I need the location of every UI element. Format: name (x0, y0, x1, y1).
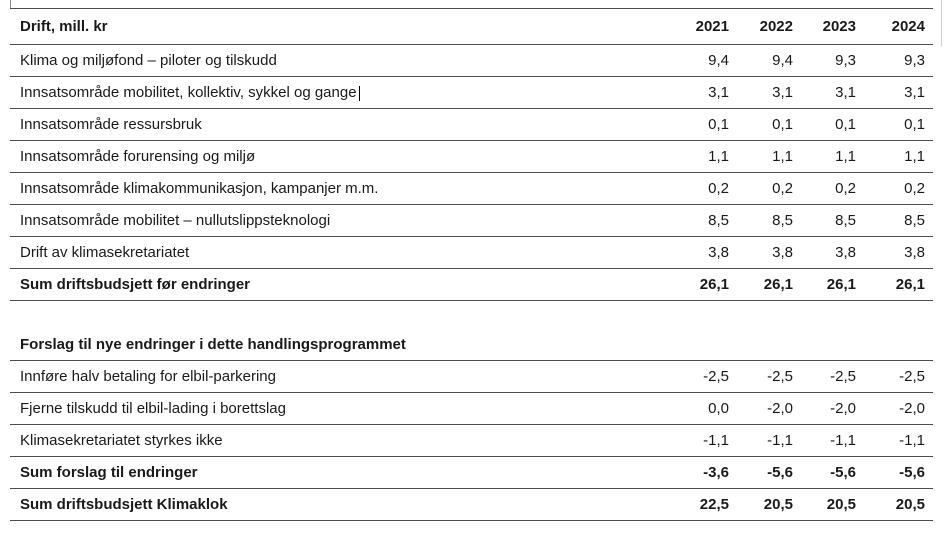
cell-value[interactable]: 8,5 (835, 212, 856, 229)
cell-value[interactable]: 0,1 (708, 116, 729, 133)
cell-value[interactable]: 26,1 (826, 276, 856, 293)
cell-value[interactable]: 1,1 (904, 148, 925, 165)
table-row[interactable]: Innsatsområde mobilitet, kollektiv, sykk… (10, 77, 933, 109)
row-label[interactable]: Innsatsområde klimakommunikasjon, kampan… (20, 180, 379, 197)
table-row[interactable]: Innsatsområde klimakommunikasjon, kampan… (10, 173, 933, 205)
cell-value[interactable]: 1,1 (835, 148, 856, 165)
cell-value[interactable]: 20,5 (826, 496, 856, 513)
row-label[interactable]: Innsatsområde ressursbruk (20, 116, 202, 133)
table-row[interactable]: Innsatsområde forurensing og miljø 1,1 1,1… (10, 141, 933, 173)
cell-value[interactable]: 8,5 (708, 212, 729, 229)
cell-value[interactable]: 3,1 (772, 84, 793, 101)
row-label[interactable]: Innføre halv betaling for elbil-parkerin… (20, 368, 276, 385)
year-column-header-2024[interactable]: 2024 (891, 18, 925, 35)
cell-value[interactable]: -2,5 (767, 368, 793, 385)
cell-value[interactable]: 8,5 (904, 212, 925, 229)
row-label[interactable]: Sum forslag til endringer (20, 464, 198, 481)
cell-value[interactable]: 0,1 (772, 116, 793, 133)
cell-value[interactable]: -2,0 (899, 400, 925, 417)
cell-value[interactable]: -5,6 (899, 464, 925, 481)
cell-value[interactable]: -5,6 (830, 464, 856, 481)
cell-value[interactable]: 9,4 (708, 52, 729, 69)
row-label[interactable]: Innsatsområde mobilitet – nullutslippste… (20, 212, 331, 229)
cell-value[interactable]: 3,1 (904, 84, 925, 101)
table-row[interactable]: Sum forslag til endringer -3,6 -5,6 -5,6 -5,… (10, 457, 933, 489)
table-title[interactable]: Drift, mill. kr (20, 18, 108, 35)
cell-value[interactable]: 9,3 (835, 52, 856, 69)
row-label[interactable]: Klimasekretariatet styrkes ikke (20, 432, 223, 449)
cell-value[interactable]: 26,1 (895, 276, 925, 293)
table-row[interactable]: Sum driftsbudsjett Klimaklok 22,5 20,5 20,5… (10, 489, 933, 521)
cell-value[interactable]: -2,0 (830, 400, 856, 417)
year-column-header-2023[interactable]: 2023 (822, 18, 856, 35)
right-edge-gridline-remnant (941, 0, 942, 46)
table-row[interactable]: Innføre halv betaling for elbil-parkerin… (10, 361, 933, 393)
cell-value[interactable]: 3,8 (835, 244, 856, 261)
cell-value[interactable]: 3,8 (772, 244, 793, 261)
row-label[interactable]: Sum driftsbudsjett Klimaklok (20, 496, 228, 513)
row-label[interactable]: Forslag til nye endringer i dette handli… (20, 336, 406, 353)
cell-value[interactable]: 3,1 (708, 84, 729, 101)
table-row[interactable]: Innsatsområde ressursbruk 0,1 0,1 0,1 0,1 (10, 109, 933, 141)
cell-value[interactable]: 0,1 (835, 116, 856, 133)
cell-value[interactable]: 9,4 (772, 52, 793, 69)
table-section-gap (10, 301, 933, 329)
row-label[interactable]: Drift av klimasekretariatet (20, 244, 190, 261)
cell-value[interactable]: 1,1 (772, 148, 793, 165)
cell-value[interactable]: 3,1 (835, 84, 856, 101)
table-header-row[interactable]: Drift, mill. kr 2021 2022 2023 2024 (10, 9, 933, 45)
top-left-gridline-remnant (10, 0, 11, 8)
year-column-header-2021[interactable]: 2021 (695, 18, 729, 35)
cell-value[interactable]: 0,2 (772, 180, 793, 197)
table-row[interactable]: Klimasekretariatet styrkes ikke -1,1 -1,1 -… (10, 425, 933, 457)
cell-value[interactable]: 22,5 (699, 496, 729, 513)
row-label[interactable]: Klima og miljøfond – piloter og tilskudd (20, 52, 277, 69)
table-row[interactable]: Innsatsområde mobilitet – nullutslippste… (10, 205, 933, 237)
cell-value[interactable]: -1,1 (767, 432, 793, 449)
table-row[interactable]: Fjerne tilskudd til elbil-lading i boret… (10, 393, 933, 425)
cell-value[interactable]: -5,6 (767, 464, 793, 481)
cell-value[interactable]: 0,2 (904, 180, 925, 197)
cell-value[interactable]: -2,5 (830, 368, 856, 385)
cell-value[interactable]: -2,0 (767, 400, 793, 417)
table-row[interactable]: Sum driftsbudsjett før endringer 26,1 26,1… (10, 269, 933, 301)
cell-value[interactable]: 1,1 (708, 148, 729, 165)
cell-value[interactable]: -2,5 (899, 368, 925, 385)
cell-value[interactable]: 0,2 (835, 180, 856, 197)
cell-value[interactable]: -2,5 (703, 368, 729, 385)
table-row[interactable]: Klima og miljøfond – piloter og tilskudd… (10, 45, 933, 77)
cell-value[interactable]: 20,5 (895, 496, 925, 513)
cell-value[interactable]: 26,1 (763, 276, 793, 293)
cell-value[interactable]: -1,1 (830, 432, 856, 449)
cell-value[interactable]: 0,2 (708, 180, 729, 197)
year-column-header-2022[interactable]: 2022 (759, 18, 793, 35)
cell-value[interactable]: 9,3 (904, 52, 925, 69)
cell-value[interactable]: 0,0 (708, 400, 729, 417)
cell-value[interactable]: -1,1 (899, 432, 925, 449)
cell-value[interactable]: -3,6 (703, 464, 729, 481)
row-label[interactable]: Innsatsområde forurensing og miljø (20, 148, 256, 165)
text-cursor (358, 86, 361, 101)
cell-value[interactable]: 3,8 (708, 244, 729, 261)
cell-value[interactable]: 20,5 (763, 496, 793, 513)
cell-value[interactable]: 0,1 (904, 116, 925, 133)
cell-value[interactable]: 8,5 (772, 212, 793, 229)
drift-section: Klima og miljøfond – piloter og tilskudd… (10, 45, 933, 301)
forslag-section: Forslag til nye endringer i dette handli… (10, 329, 933, 521)
cell-value[interactable]: -1,1 (703, 432, 729, 449)
row-label[interactable]: Sum driftsbudsjett før endringer (20, 276, 251, 293)
table-row[interactable]: Forslag til nye endringer i dette handli… (10, 329, 933, 361)
budget-table[interactable]: Drift, mill. kr 2021 2022 2023 2024 Klim… (10, 8, 933, 521)
row-label[interactable]: Fjerne tilskudd til elbil-lading i boret… (20, 400, 286, 417)
table-row[interactable]: Drift av klimasekretariatet 3,8 3,8 3,8 3,8 (10, 237, 933, 269)
row-label[interactable]: Innsatsområde mobilitet, kollektiv, sykk… (20, 84, 665, 101)
cell-value[interactable]: 26,1 (699, 276, 729, 293)
cell-value[interactable]: 3,8 (904, 244, 925, 261)
